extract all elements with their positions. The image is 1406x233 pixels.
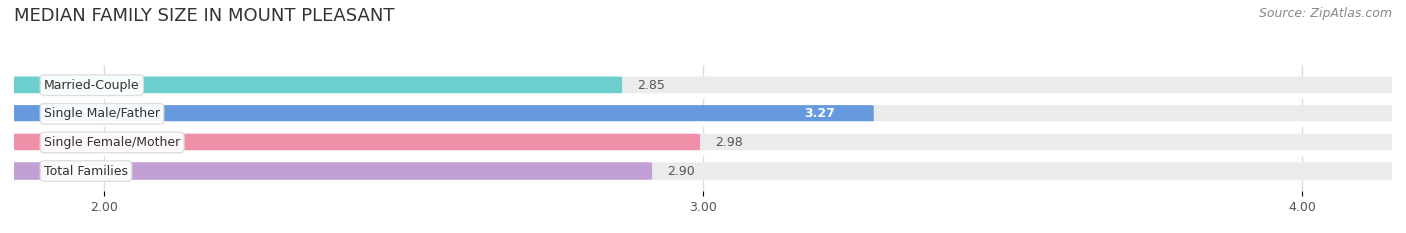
- FancyBboxPatch shape: [6, 134, 1400, 151]
- FancyBboxPatch shape: [6, 162, 1400, 180]
- Text: 3.27: 3.27: [804, 107, 835, 120]
- Text: 2.98: 2.98: [716, 136, 742, 149]
- Text: MEDIAN FAMILY SIZE IN MOUNT PLEASANT: MEDIAN FAMILY SIZE IN MOUNT PLEASANT: [14, 7, 395, 25]
- FancyBboxPatch shape: [6, 76, 621, 94]
- Text: Single Male/Father: Single Male/Father: [44, 107, 160, 120]
- Text: Total Families: Total Families: [44, 164, 128, 178]
- Text: Married-Couple: Married-Couple: [44, 79, 139, 92]
- Text: 2.90: 2.90: [666, 164, 695, 178]
- FancyBboxPatch shape: [6, 134, 700, 151]
- Text: Source: ZipAtlas.com: Source: ZipAtlas.com: [1258, 7, 1392, 20]
- FancyBboxPatch shape: [6, 76, 1400, 94]
- FancyBboxPatch shape: [6, 105, 873, 123]
- Text: Single Female/Mother: Single Female/Mother: [44, 136, 180, 149]
- FancyBboxPatch shape: [6, 162, 652, 180]
- FancyBboxPatch shape: [6, 105, 1400, 123]
- Text: 2.85: 2.85: [637, 79, 665, 92]
